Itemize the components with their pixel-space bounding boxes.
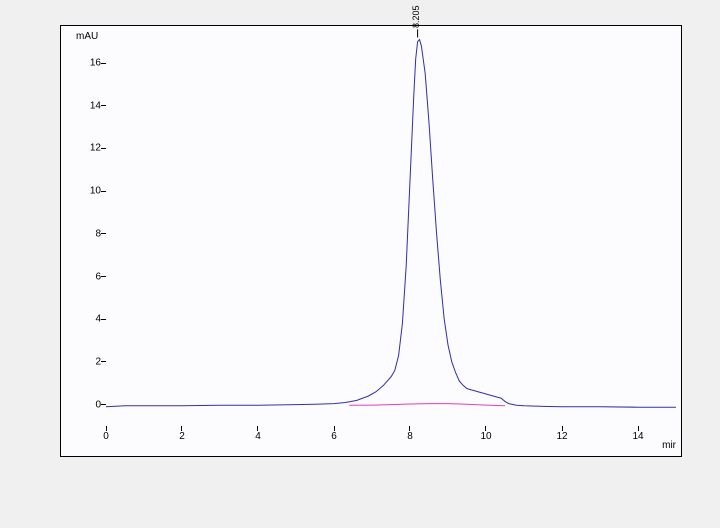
x-tick-label: 4 xyxy=(255,431,261,442)
x-tick xyxy=(334,426,335,431)
y-axis-unit: mAU xyxy=(76,31,98,42)
y-tick-label: 16 xyxy=(66,58,101,69)
x-tick-label: 14 xyxy=(632,431,643,442)
y-tick-label: 8 xyxy=(66,228,101,239)
y-tick-label: 4 xyxy=(66,314,101,325)
x-tick-label: 6 xyxy=(331,431,337,442)
x-tick-label: 12 xyxy=(556,431,567,442)
plot-area: 0246810121416024681012148.205 xyxy=(106,31,676,426)
chromatogram-svg xyxy=(106,31,676,426)
y-tick-label: 10 xyxy=(66,186,101,197)
y-tick xyxy=(101,191,106,192)
peak-label: 8.205 xyxy=(411,5,421,28)
x-tick xyxy=(638,426,639,431)
y-tick-label: 14 xyxy=(66,100,101,111)
x-tick xyxy=(257,426,258,431)
y-tick-label: 2 xyxy=(66,356,101,367)
y-tick xyxy=(101,276,106,277)
x-tick xyxy=(181,426,182,431)
x-tick-label: 2 xyxy=(179,431,185,442)
series-baseline xyxy=(349,404,505,406)
y-tick xyxy=(101,233,106,234)
x-tick xyxy=(485,426,486,431)
series-chromatogram xyxy=(106,40,676,408)
y-tick xyxy=(101,63,106,64)
x-tick-label: 8 xyxy=(407,431,413,442)
x-tick-label: 10 xyxy=(480,431,491,442)
y-tick-label: 0 xyxy=(66,399,101,410)
y-tick xyxy=(101,148,106,149)
y-tick xyxy=(101,105,106,106)
y-tick-label: 12 xyxy=(66,143,101,154)
x-tick xyxy=(106,426,107,431)
x-tick xyxy=(562,426,563,431)
x-tick xyxy=(409,426,410,431)
chart-panel: mAU 0246810121416024681012148.205 mir xyxy=(60,25,682,457)
x-axis-unit: mir xyxy=(662,440,676,451)
y-tick-label: 6 xyxy=(66,271,101,282)
x-tick-label: 0 xyxy=(103,431,109,442)
chart-container: mAU 0246810121416024681012148.205 mir xyxy=(0,0,720,528)
y-tick xyxy=(101,319,106,320)
y-tick xyxy=(101,361,106,362)
y-tick xyxy=(101,404,106,405)
